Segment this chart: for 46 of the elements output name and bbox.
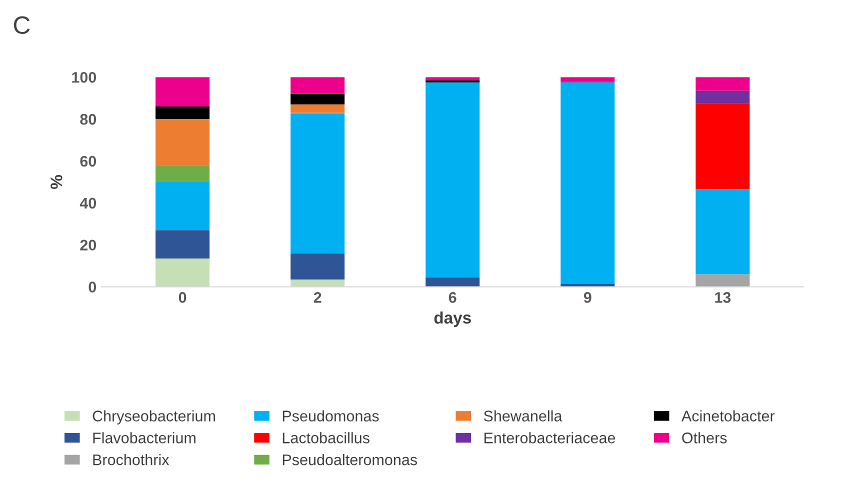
y-tick-label: 40 <box>80 198 96 209</box>
x-tick-label: 0 <box>178 292 186 303</box>
y-tick-label: 80 <box>80 114 96 125</box>
bar <box>696 77 750 91</box>
bar <box>560 82 615 284</box>
bar <box>156 230 210 258</box>
bar <box>426 77 480 80</box>
x-tick-label: 6 <box>448 292 456 303</box>
bar <box>426 82 480 278</box>
legend-label: Lactobacillus <box>282 432 370 444</box>
bar <box>156 119 210 166</box>
legend-label: Others <box>682 432 727 444</box>
y-tick-label: 20 <box>80 240 96 251</box>
bar <box>156 258 210 287</box>
y-axis-title: % <box>50 174 62 189</box>
x-axis-title: days <box>434 311 471 327</box>
bar <box>696 90 750 104</box>
legend-label: Chryseobacterium <box>92 410 215 424</box>
bar <box>156 106 210 120</box>
x-tick-label: 9 <box>584 292 592 303</box>
x-tick-label: 13 <box>715 292 731 303</box>
y-tick-label: 100 <box>72 72 96 83</box>
legend-label: Pseudomonas <box>282 410 379 422</box>
legend-label: Pseudoalteromonas <box>282 454 417 466</box>
bar <box>290 104 345 113</box>
legend-label: Flavobacterium <box>93 432 196 444</box>
bar <box>290 77 345 94</box>
bar <box>696 103 750 190</box>
bar <box>290 253 345 280</box>
bar <box>560 77 615 82</box>
text: C <box>14 16 30 34</box>
bar <box>156 182 210 230</box>
y-tick-label: 60 <box>80 156 96 167</box>
legend-label: Enterobacteriaceae <box>484 432 616 444</box>
bar <box>156 77 210 106</box>
bar <box>290 94 345 104</box>
bar <box>696 189 750 274</box>
bar <box>156 165 210 182</box>
legend-label: Shewanella <box>484 410 562 422</box>
x-tick-label: 2 <box>314 292 322 303</box>
legend-label: Acinetobacter <box>681 410 775 422</box>
y-tick-label: 0 <box>88 282 96 292</box>
bar <box>426 277 480 287</box>
bar <box>696 274 750 287</box>
legend-label: Brochothrix <box>93 454 170 466</box>
bar <box>290 114 345 254</box>
